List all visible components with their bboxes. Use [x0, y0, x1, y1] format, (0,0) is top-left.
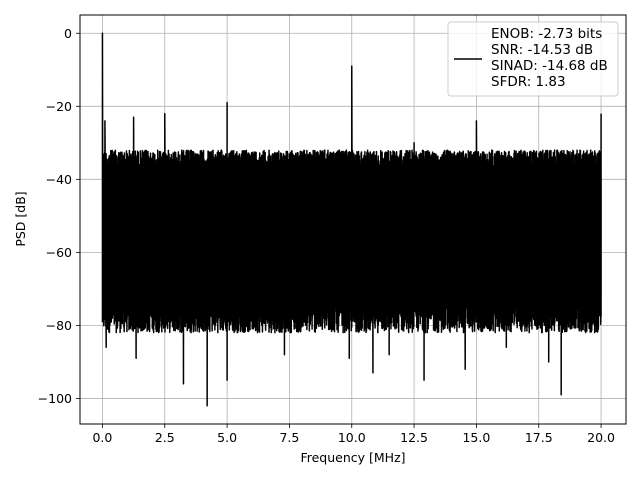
x-axis-label: Frequency [MHz] — [300, 450, 405, 465]
legend-box — [447, 21, 619, 97]
y-tick-label: −40 — [46, 172, 72, 187]
x-axis-ticks: 0.0 2.5 5.0 7.5 10.0 12.5 15.0 17.5 20.0 — [92, 424, 615, 445]
y-tick-label: 0 — [64, 26, 72, 41]
legend: ENOB: -2.73 bits SNR: -14.53 dB SINAD: -… — [447, 21, 619, 97]
x-tick-label: 12.5 — [400, 430, 428, 445]
axes-frame — [79, 14, 627, 425]
x-tick-label: 7.5 — [279, 430, 299, 445]
y-axis-label: PSD [dB] — [13, 191, 28, 246]
y-tick-label: −100 — [38, 391, 72, 406]
series-line-psd — [101, 32, 602, 407]
y-axis-ticks: 0 −20 −40 −60 −80 −100 — [38, 26, 80, 406]
legend-entry-sfdr: SFDR: 1.83 — [491, 74, 566, 90]
x-tick-label: 15.0 — [462, 430, 490, 445]
legend-entry-snr: SNR: -14.53 dB — [491, 42, 593, 58]
y-tick-label: −60 — [46, 245, 72, 260]
plot-area — [101, 32, 602, 407]
x-tick-label: 17.5 — [525, 430, 553, 445]
y-tick-label: −20 — [46, 99, 72, 114]
x-tick-label: 20.0 — [587, 430, 615, 445]
y-tick-label: −80 — [46, 318, 72, 333]
x-tick-label: 5.0 — [217, 430, 237, 445]
x-tick-label: 2.5 — [155, 430, 175, 445]
legend-entry-sinad: SINAD: -14.68 dB — [491, 58, 608, 74]
x-tick-label: 10.0 — [338, 430, 366, 445]
legend-entry-enob: ENOB: -2.73 bits — [491, 26, 602, 42]
x-tick-label: 0.0 — [92, 430, 112, 445]
